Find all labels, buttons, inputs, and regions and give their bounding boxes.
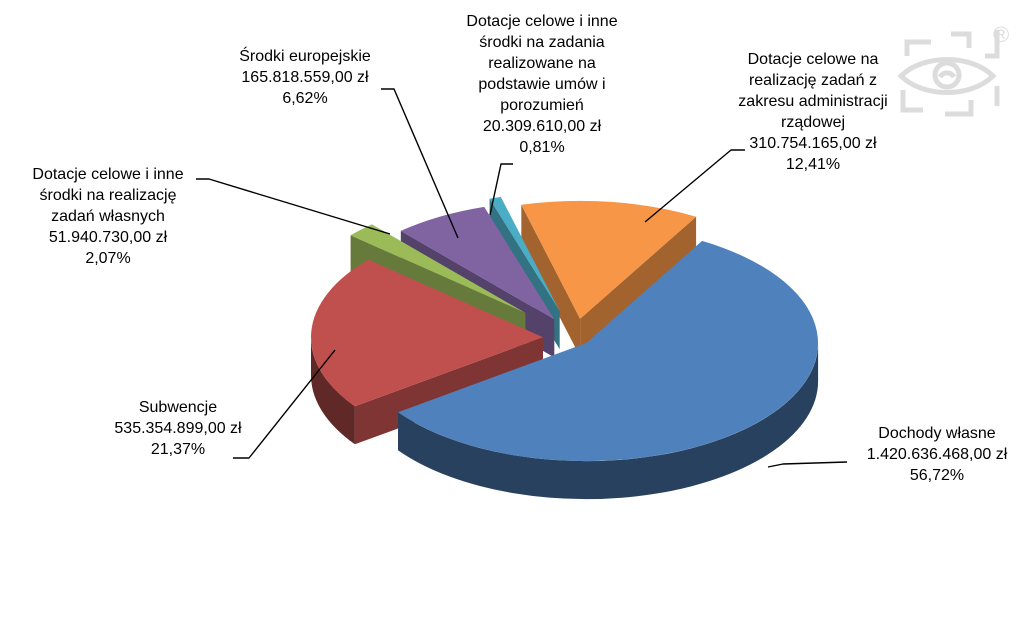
leader-line-orange [644, 149, 745, 223]
pie-slices-group [196, 88, 848, 500]
pie-slice-3-top [400, 206, 555, 320]
leader-line-green [196, 178, 391, 235]
pie-slice-4-top [489, 197, 560, 312]
eye-pupil-arc [937, 70, 957, 79]
registered-mark: ® [993, 22, 1009, 47]
leader-line-teal [489, 163, 513, 216]
callout-dotacje-umowy-porozumienia: Dotacje celowe i inne środki na zadania … [466, 13, 618, 156]
watermark-logo: ® [897, 22, 1009, 117]
pie-slice-0-top [398, 240, 819, 462]
callout-srodki-europejskie: Środki europejskie 165.818.559,00 zł 6,6… [239, 48, 371, 107]
callout-dotacje-administracja-rzadowa: Dotacje celowe na realizację zadań z zak… [738, 51, 888, 173]
pie-slice-2-top [350, 224, 526, 313]
leader-line-dochody [767, 461, 848, 468]
callout-dochody-wlasne: Dochody własne 1.420.636.468,00 zł 56,72… [866, 425, 1008, 484]
callout-dotacje-zadania-wlasne: Dotacje celowe i inne środki na realizac… [32, 166, 184, 267]
pie-slice-1-top [311, 259, 543, 407]
pie-slice-5-top [521, 200, 697, 319]
eye-icon [897, 57, 997, 95]
pie-slice-1-rim-wall [311, 337, 355, 445]
leader-line-subwencje [233, 349, 336, 459]
eye-pupil [932, 60, 962, 90]
pie-slice-5-cut-wall-start [521, 204, 581, 357]
leader-line-eu [381, 88, 459, 239]
watermark-bracket-marks [900, 30, 1000, 117]
callout-subwencje: Subwencje 535.354.899,00 zł 21,37% [114, 399, 242, 458]
pie-slice-5-cut-wall-end [580, 216, 697, 357]
pie-slice-0-rim-wall [398, 343, 819, 500]
